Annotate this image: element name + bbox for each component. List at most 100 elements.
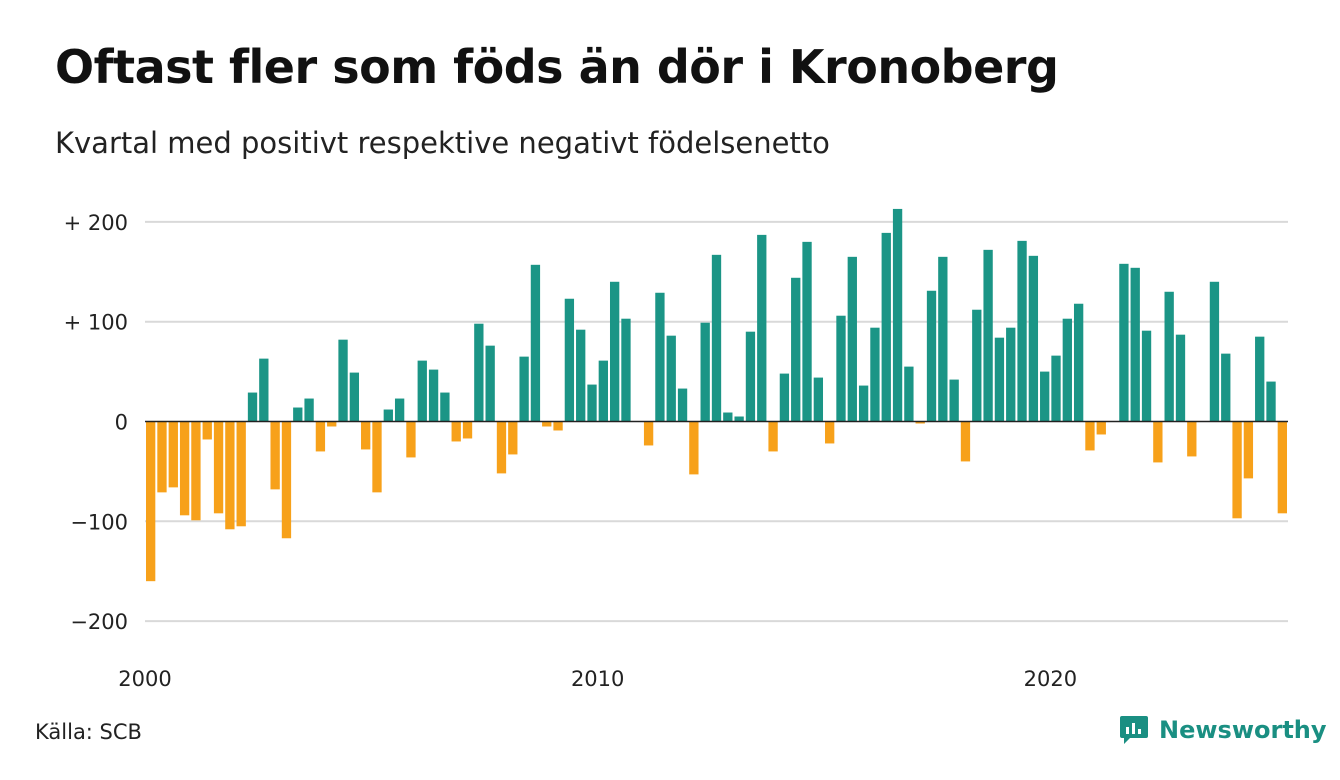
bar[interactable] [949, 379, 959, 422]
bar[interactable] [802, 241, 812, 422]
bar[interactable] [1130, 267, 1140, 422]
bar[interactable] [1073, 303, 1084, 422]
bar[interactable] [677, 388, 688, 422]
bar[interactable] [847, 256, 857, 422]
bar[interactable] [745, 331, 756, 422]
bar[interactable] [1209, 281, 1220, 422]
bar[interactable] [609, 281, 620, 422]
bar[interactable] [564, 298, 575, 422]
bar[interactable] [666, 335, 676, 422]
bar[interactable] [146, 421, 156, 582]
bar[interactable] [1085, 421, 1095, 451]
bar[interactable] [576, 329, 586, 422]
bar[interactable] [836, 315, 846, 422]
bar[interactable] [315, 421, 326, 452]
bar[interactable] [462, 421, 473, 439]
bar[interactable] [983, 249, 993, 422]
newsworthy-logo-icon [1120, 716, 1148, 744]
bar[interactable] [157, 421, 167, 493]
bar[interactable] [281, 421, 292, 539]
bar[interactable] [553, 421, 563, 431]
bar[interactable] [1175, 334, 1186, 422]
bar[interactable] [587, 384, 597, 422]
bar[interactable] [1141, 330, 1152, 422]
bar[interactable] [1017, 240, 1027, 422]
bar[interactable] [1040, 371, 1050, 422]
bar[interactable] [440, 392, 450, 422]
bar[interactable] [417, 360, 427, 422]
bar[interactable] [870, 327, 880, 422]
bar[interactable] [168, 421, 178, 488]
bar[interactable] [485, 345, 495, 422]
bar[interactable] [1028, 255, 1039, 422]
bar[interactable] [361, 421, 371, 450]
bar[interactable] [519, 356, 529, 422]
bar[interactable] [1277, 421, 1287, 514]
bar[interactable] [779, 373, 790, 422]
bar[interactable] [1153, 421, 1163, 463]
bar[interactable] [202, 421, 212, 440]
bar[interactable] [858, 385, 869, 422]
bar[interactable] [892, 208, 903, 422]
bar[interactable] [259, 358, 269, 422]
bar[interactable] [915, 421, 925, 424]
bar[interactable] [542, 421, 552, 427]
bar[interactable] [711, 254, 722, 422]
bar[interactable] [768, 421, 778, 452]
bar[interactable] [813, 377, 824, 422]
brand-logo[interactable]: Newsworthy [1119, 714, 1327, 746]
bar[interactable] [926, 290, 937, 422]
bar[interactable] [1096, 421, 1106, 435]
bar[interactable] [643, 421, 654, 446]
bar[interactable] [1164, 291, 1174, 422]
bar[interactable] [791, 277, 801, 422]
bar[interactable] [349, 372, 360, 422]
bar[interactable] [236, 421, 246, 527]
bar[interactable] [734, 416, 744, 422]
bar[interactable] [1051, 355, 1061, 422]
bar[interactable] [1266, 381, 1276, 422]
bar[interactable] [270, 421, 280, 490]
bar[interactable] [689, 421, 699, 475]
bar[interactable] [179, 421, 190, 516]
bar[interactable] [191, 421, 201, 521]
bar[interactable] [938, 256, 948, 422]
bar[interactable] [1221, 353, 1231, 422]
bar[interactable] [960, 421, 971, 462]
bar[interactable] [994, 337, 1005, 422]
bar[interactable] [530, 264, 541, 422]
bar[interactable] [757, 234, 767, 422]
bar[interactable] [1243, 421, 1254, 479]
bar[interactable] [904, 366, 914, 422]
bar[interactable] [1062, 318, 1072, 422]
bar[interactable] [1006, 327, 1016, 422]
bar[interactable] [700, 322, 710, 422]
bar[interactable] [508, 421, 518, 455]
bar[interactable] [972, 309, 982, 422]
bar[interactable] [327, 421, 337, 427]
bar[interactable] [1255, 336, 1265, 422]
bar[interactable] [372, 421, 382, 493]
bar[interactable] [496, 421, 507, 474]
bar[interactable] [621, 318, 631, 422]
bar[interactable] [881, 232, 891, 422]
bar[interactable] [1232, 421, 1242, 519]
bar[interactable] [394, 398, 405, 422]
bar[interactable] [451, 421, 461, 442]
bar[interactable] [213, 421, 224, 514]
bar[interactable] [304, 398, 314, 422]
bar[interactable] [655, 292, 665, 422]
bar[interactable] [383, 409, 393, 422]
bar[interactable] [825, 421, 835, 444]
bar[interactable] [598, 360, 608, 422]
bar[interactable] [474, 323, 484, 422]
bar[interactable] [406, 421, 416, 458]
bar[interactable] [723, 412, 733, 422]
bar[interactable] [338, 339, 348, 422]
bar[interactable] [247, 392, 258, 422]
bar[interactable] [1119, 263, 1129, 422]
bar[interactable] [225, 421, 235, 530]
bar[interactable] [293, 407, 303, 422]
bar[interactable] [1187, 421, 1197, 457]
bar[interactable] [428, 369, 439, 422]
